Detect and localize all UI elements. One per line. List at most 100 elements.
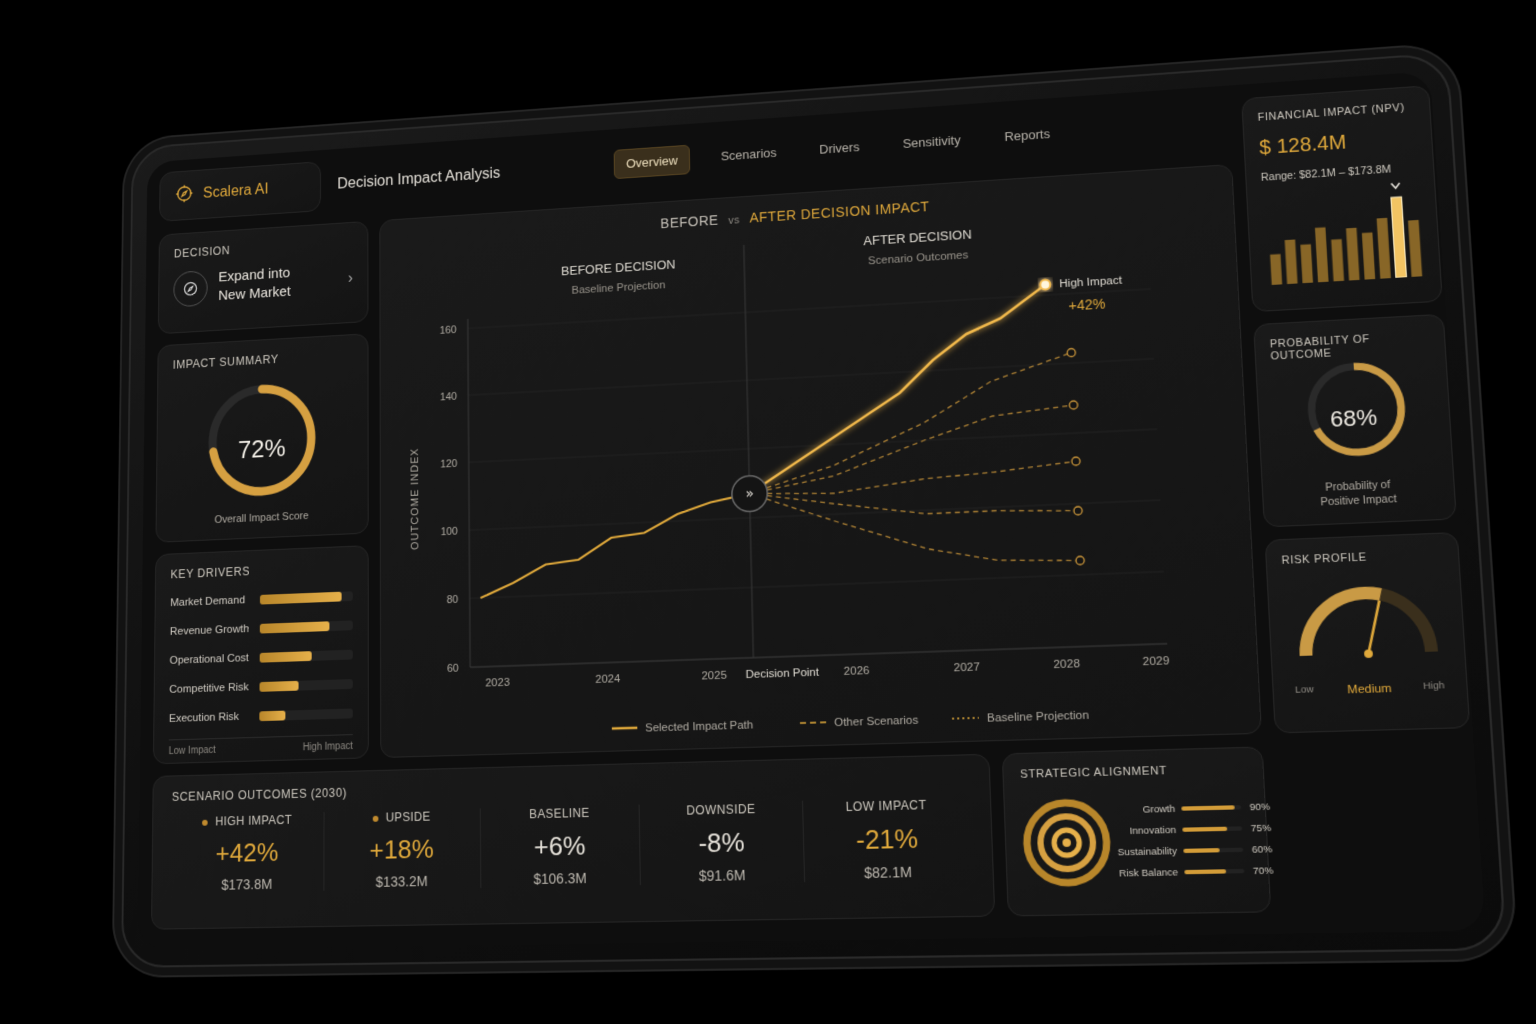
y-axis-label: OUTCOME INDEX <box>409 447 421 550</box>
x-tick-label: 2028 <box>1053 658 1080 671</box>
x-tick-label: 2024 <box>595 673 620 686</box>
gridline <box>468 289 1151 328</box>
chevron-right-icon: › <box>348 270 353 287</box>
y-tick-label: 80 <box>447 594 459 606</box>
strategic-percent: 75% <box>1250 822 1271 834</box>
decision-selector[interactable]: Expand into New Market › <box>173 260 352 308</box>
scenario-outcome[interactable]: UPSIDE +18% $133.2M <box>324 808 481 891</box>
npv-bar <box>1331 239 1344 281</box>
scenario-percent: -8% <box>640 825 803 860</box>
npv-bar <box>1270 254 1282 285</box>
scenario-outcome[interactable]: HIGH IMPACT +42% $173.8M <box>171 812 324 894</box>
scenario-line <box>750 479 1081 574</box>
brand-name: Scalera AI <box>203 181 269 202</box>
npv-bar <box>1300 244 1313 283</box>
high-impact-point[interactable] <box>1040 279 1051 289</box>
brand-card[interactable]: Scalera AI <box>159 161 321 222</box>
before-subtitle: Baseline Projection <box>572 279 666 296</box>
risk-high: High <box>1423 680 1445 692</box>
strategic-row: Sustainability 60% <box>1111 839 1273 863</box>
scenario-name: LOW IMPACT <box>803 797 970 815</box>
scenario-amount: $91.6M <box>641 866 804 886</box>
y-tick-label: 120 <box>440 458 457 471</box>
scenario-end-point <box>1072 457 1081 465</box>
driver-track <box>260 591 353 604</box>
impact-caption: Overall Impact Score <box>157 508 368 529</box>
scenario-name-text: BASELINE <box>529 806 590 822</box>
npv-bar <box>1346 228 1360 281</box>
compass-icon <box>173 270 207 307</box>
scenario-name-text: LOW IMPACT <box>845 798 926 814</box>
baseline-line <box>480 494 752 598</box>
legend-swatch <box>612 728 637 729</box>
before-title: BEFORE DECISION <box>561 257 675 278</box>
impact-summary-card: IMPACT SUMMARY 72% Overall Impact Score <box>155 333 368 543</box>
strategic-track <box>1181 805 1241 811</box>
strategic-track <box>1184 869 1244 874</box>
strategic-track <box>1182 826 1242 832</box>
strategic-bar <box>1184 869 1226 874</box>
driver-bar <box>259 681 298 692</box>
decision-text: Expand into New Market <box>218 264 291 306</box>
npv-value: 128.4M <box>1276 132 1347 158</box>
scale-high: High Impact <box>303 741 353 753</box>
scenario-outcome[interactable]: BASELINE +6% $106.3M <box>480 805 641 888</box>
y-tick-label: 140 <box>440 391 457 403</box>
strategic-name: Sustainability <box>1111 845 1177 858</box>
driver-track <box>259 679 352 692</box>
y-tick-label: 160 <box>439 324 456 336</box>
probability-card: PROBABILITY OF OUTCOME 68% Probability o… <box>1253 314 1457 528</box>
scenario-name-text: DOWNSIDE <box>686 802 755 818</box>
scenario-name: DOWNSIDE <box>640 801 803 819</box>
driver-list: Market Demand Revenue Growth Operational C… <box>169 582 353 734</box>
risk-gauge <box>1289 576 1445 665</box>
scenario-percent: +18% <box>324 833 480 867</box>
gauge-fill <box>1303 592 1384 655</box>
impact-line-chart: 6080100120140160OUTCOME INDEXBEFORE DECI… <box>380 165 1263 759</box>
risk-profile-card: RISK PROFILE Low Medium High <box>1265 532 1471 733</box>
scenario-percent: -21% <box>804 822 971 858</box>
scale-low: Low Impact <box>169 745 216 757</box>
financial-label: FINANCIAL IMPACT (NPV) <box>1257 101 1414 124</box>
npv-bar <box>1408 220 1422 277</box>
strategic-row: Risk Balance 70% <box>1112 860 1274 884</box>
strategic-percent: 70% <box>1253 865 1274 877</box>
impact-value: 72% <box>157 429 367 469</box>
x-tick-label: 2027 <box>953 661 980 674</box>
scenario-end-point <box>1067 348 1076 356</box>
driver-track <box>260 650 353 663</box>
y-tick-label: 60 <box>447 663 459 675</box>
tab-scenarios[interactable]: Scenarios <box>709 138 789 173</box>
x-tick-label: 2026 <box>844 665 870 678</box>
strategic-name: Risk Balance <box>1112 866 1178 879</box>
scenario-amount: $133.2M <box>324 872 480 891</box>
tab-overview[interactable]: Overview <box>614 145 691 179</box>
page-title: Decision Impact Analysis <box>337 165 500 193</box>
strategic-alignment-card: STRATEGIC ALIGNMENT Growth 90% Innovation 7… <box>1002 746 1272 916</box>
scenario-outcome[interactable]: DOWNSIDE -8% $91.6M <box>640 801 805 885</box>
tab-sensitivity[interactable]: Sensitivity <box>890 125 973 160</box>
tab-reports[interactable]: Reports <box>992 119 1063 154</box>
tab-bar: Overview Scenarios Drivers Sensitivity R… <box>614 119 1063 179</box>
scenario-name-text: UPSIDE <box>386 810 431 825</box>
compass-logo-icon <box>174 182 194 208</box>
tab-drivers[interactable]: Drivers <box>807 132 872 166</box>
main-chart-card: BEFORE vs AFTER DECISION IMPACT 60 80 100 120… <box>379 164 1262 758</box>
npv-bar <box>1285 239 1298 284</box>
x-tick-label: Decision Point <box>746 666 820 681</box>
scenario-percent: +6% <box>481 829 640 864</box>
driver-bar <box>259 711 285 722</box>
legend-swatch <box>952 718 979 719</box>
driver-name: Competitive Risk <box>169 681 259 696</box>
probability-value: 68% <box>1259 401 1450 437</box>
scenario-name-text: HIGH IMPACT <box>215 813 292 829</box>
driver-row: Execution Risk <box>169 699 353 734</box>
tablet-frame: Scalera AI Decision Impact Analysis Over… <box>121 52 1507 968</box>
driver-track <box>260 620 353 633</box>
scenario-outcomes-list: HIGH IMPACT +42% $173.8M UPSIDE +18% $133.2M B… <box>171 797 972 894</box>
scenario-amount: $173.8M <box>171 875 323 894</box>
scenario-outcome[interactable]: LOW IMPACT -21% $82.1M <box>803 797 972 882</box>
key-drivers-card: KEY DRIVERS Market Demand Revenue Growth O… <box>153 545 369 764</box>
currency-symbol: $ <box>1259 137 1272 159</box>
